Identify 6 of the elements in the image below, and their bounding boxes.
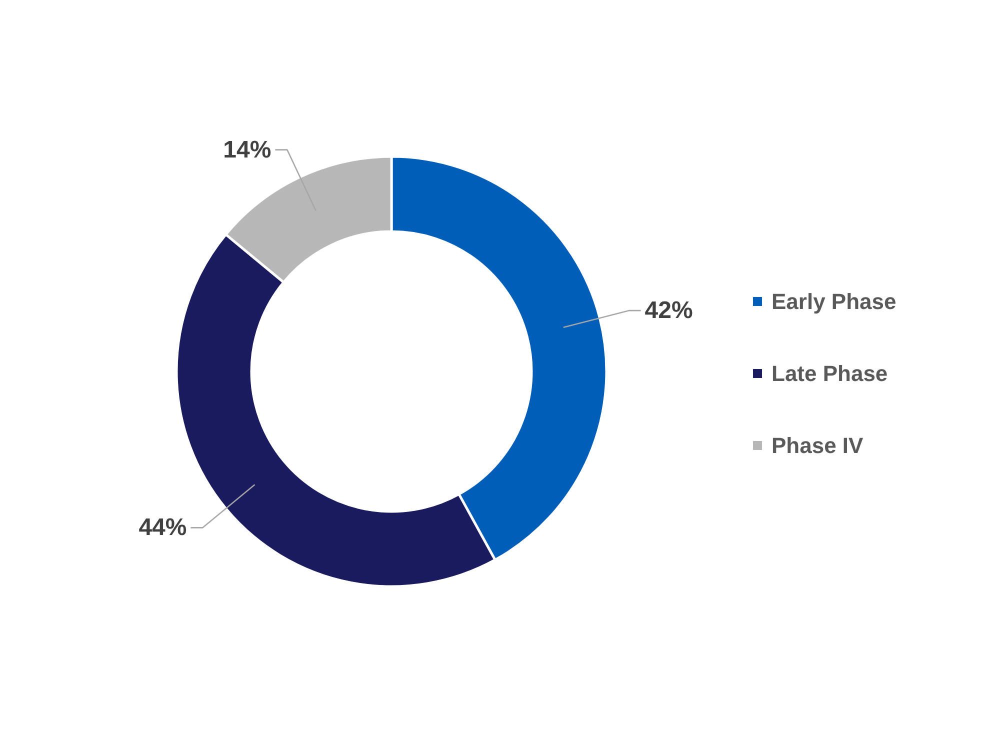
data-label: 44% [138, 514, 187, 542]
legend-label: Late Phase [772, 361, 888, 386]
legend-label: Early Phase [772, 289, 896, 314]
data-label: 42% [644, 297, 693, 324]
legend-label: Phase IV [772, 433, 864, 458]
data-label: 14% [223, 136, 272, 164]
